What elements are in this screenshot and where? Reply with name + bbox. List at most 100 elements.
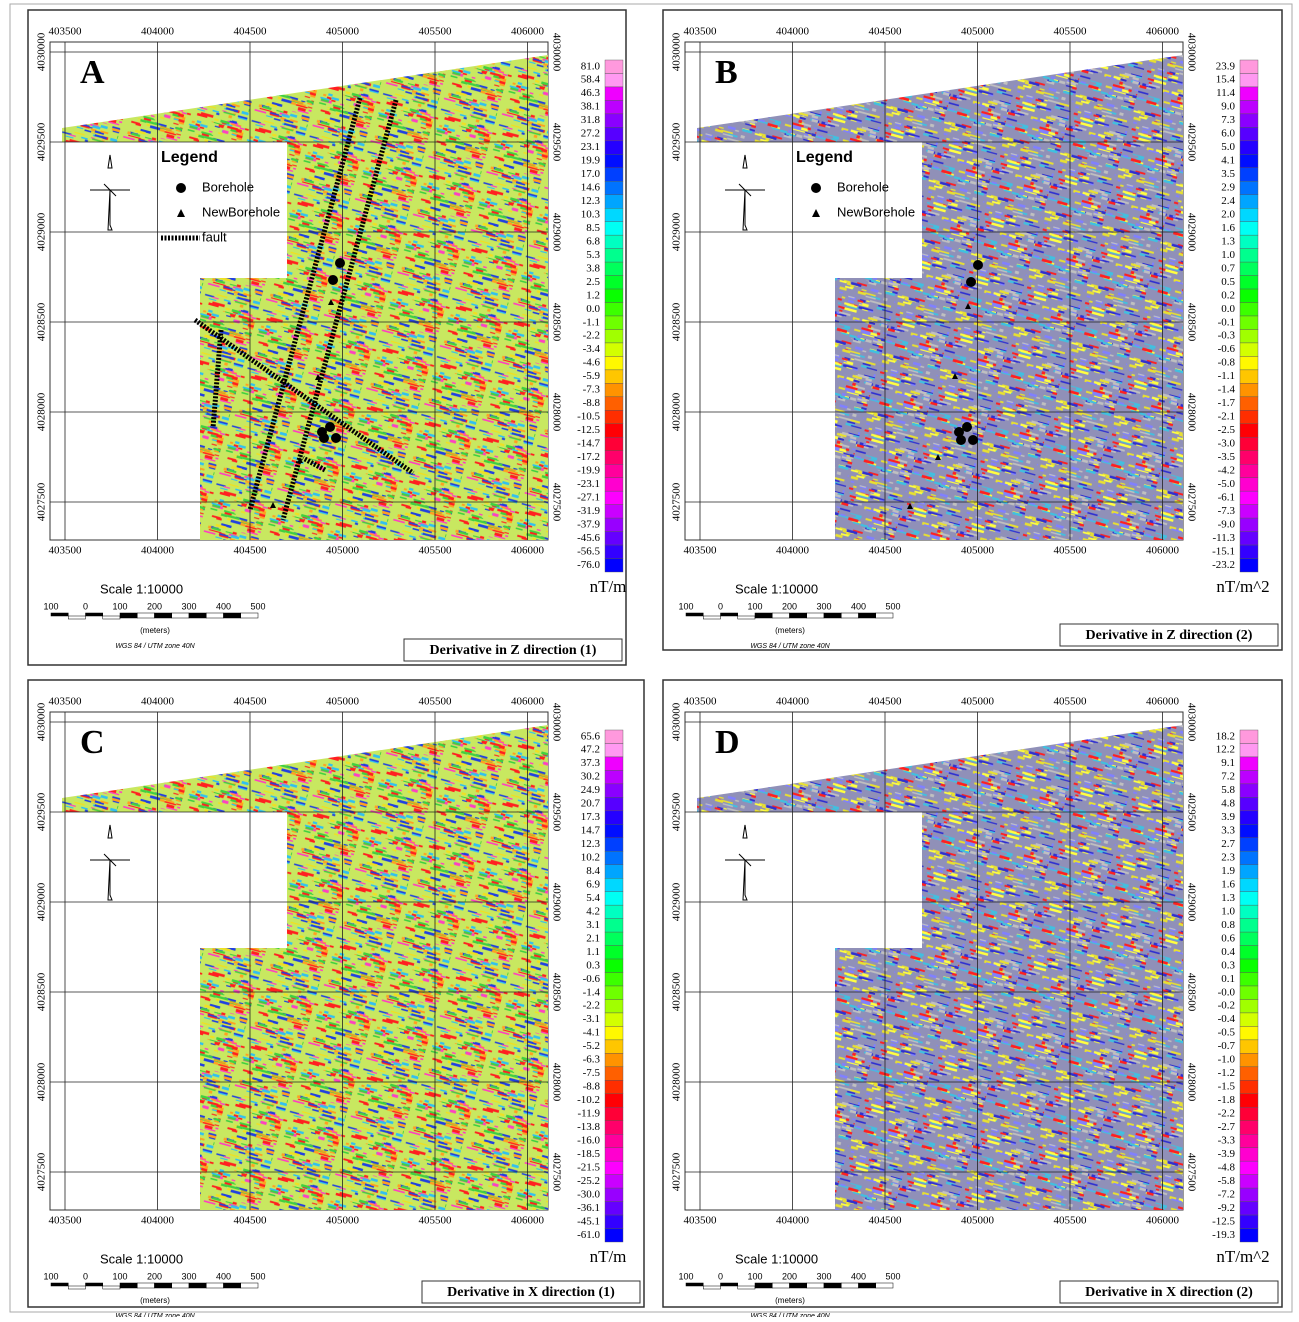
y-tick-label: 4029500 xyxy=(671,792,683,831)
colorbar-swatch xyxy=(1239,1134,1259,1148)
colorbar-swatch xyxy=(604,972,624,987)
colorbar-label: -0.8 xyxy=(1218,357,1236,369)
x-tick-label: 403500 xyxy=(49,696,83,708)
colorbar-label: -19.9 xyxy=(577,464,600,476)
colorbar-label: -0.2 xyxy=(1218,1000,1235,1012)
colorbar-swatch xyxy=(604,1039,624,1054)
colorbar-swatch xyxy=(1239,1053,1259,1068)
scale-label: 500 xyxy=(885,1271,900,1281)
colorbar-label: -1.8 xyxy=(1218,1094,1236,1106)
colorbar-swatch xyxy=(604,369,624,384)
colorbar-label: -0.4 xyxy=(1218,1013,1236,1025)
borehole xyxy=(319,433,329,443)
y-tick-label: 4030000 xyxy=(1185,33,1197,72)
x-tick-label: 404000 xyxy=(776,545,810,557)
panel-label: D xyxy=(715,724,740,761)
panel-label: B xyxy=(715,54,738,91)
x-tick-label: 406000 xyxy=(1146,1215,1180,1227)
scale-bar xyxy=(703,615,721,620)
colorbar-swatch xyxy=(604,1147,624,1162)
colorbar-swatch xyxy=(604,154,624,168)
scale-label: 500 xyxy=(250,601,265,611)
scale-label: 300 xyxy=(816,601,831,611)
colorbar-swatch xyxy=(604,288,624,303)
colorbar-label: 1.6 xyxy=(1221,878,1235,890)
colorbar-swatch xyxy=(1239,531,1259,546)
colorbar-label: 11.4 xyxy=(1216,87,1235,99)
colorbar-swatch xyxy=(1239,437,1259,451)
colorbar-label: -3.0 xyxy=(1218,438,1236,450)
colorbar-swatch xyxy=(1239,221,1259,236)
scale-unit: (meters) xyxy=(140,626,170,635)
colorbar-swatch xyxy=(604,194,624,209)
colorbar-swatch xyxy=(1239,931,1259,946)
borehole xyxy=(966,277,976,287)
colorbar-swatch xyxy=(1239,450,1259,465)
scale-label: 200 xyxy=(147,601,162,611)
colorbar-label: -23.1 xyxy=(577,478,600,490)
y-tick-label: 4028500 xyxy=(36,972,48,1011)
x-tick-label: 403500 xyxy=(684,26,718,38)
y-tick-label: 4029000 xyxy=(36,212,48,251)
survey-area xyxy=(697,55,1183,540)
colorbar-swatch xyxy=(1239,423,1259,438)
x-tick-label: 406000 xyxy=(1146,696,1180,708)
colorbar-swatch xyxy=(604,1026,624,1041)
colorbar-swatch xyxy=(1239,756,1259,771)
colorbar-label: 1.0 xyxy=(1221,905,1235,917)
y-tick-label: 4029000 xyxy=(1185,883,1197,922)
panel: 403500 403500 404000 404000 404500 404500 4050… xyxy=(662,9,1283,651)
colorbar-label: 18.2 xyxy=(1216,730,1235,742)
scale-bar xyxy=(789,612,807,619)
colorbar-label: 2.7 xyxy=(1221,838,1235,850)
colorbar-swatch xyxy=(1239,315,1259,330)
colorbar-swatch xyxy=(604,558,624,573)
x-tick-label: 405500 xyxy=(419,696,453,708)
colorbar-label: -30.0 xyxy=(577,1188,600,1200)
y-tick-label: 4030000 xyxy=(36,32,48,71)
colorbar-label: -31.9 xyxy=(577,505,600,517)
colorbar-swatch xyxy=(1239,208,1259,222)
scale-bar xyxy=(772,1282,790,1289)
x-tick-label: 406000 xyxy=(511,696,545,708)
colorbar-label: -2.5 xyxy=(1218,424,1236,436)
scale-bar xyxy=(858,1282,876,1289)
scale-label: 100 xyxy=(747,1271,762,1281)
projection: WGS 84 / UTM zone 40N xyxy=(115,643,195,650)
title-box xyxy=(1059,623,1279,647)
colorbar-swatch xyxy=(1239,797,1259,812)
y-tick-label: 4028000 xyxy=(1185,393,1197,432)
y-tick-label: 4028000 xyxy=(36,392,48,431)
new-borehole xyxy=(297,457,303,463)
x-tick-label: 405500 xyxy=(419,1215,453,1227)
x-tick-label: 405500 xyxy=(1054,1215,1088,1227)
borehole xyxy=(331,433,341,443)
colorbar-swatch xyxy=(1239,181,1259,195)
colorbar-swatch xyxy=(604,1134,624,1148)
colorbar-swatch xyxy=(1239,904,1259,919)
panel: 403500 403500 404000 404000 404500 404500 4050… xyxy=(27,9,627,666)
colorbar-swatch xyxy=(1239,504,1259,519)
scale-bar xyxy=(223,612,241,619)
colorbar-swatch xyxy=(604,127,624,142)
colorbar-swatch xyxy=(1239,1174,1259,1189)
colorbar-swatch xyxy=(1239,824,1259,838)
scale-bar xyxy=(137,1282,155,1289)
colorbar-swatch xyxy=(604,248,624,263)
colorbar-swatch xyxy=(604,544,624,559)
scale-title: Scale 1:10000 xyxy=(100,581,183,596)
colorbar-swatch xyxy=(604,423,624,438)
colorbar-swatch xyxy=(604,958,624,973)
projection: WGS 84 / UTM zone 40N xyxy=(115,1313,195,1317)
colorbar-label: 38.1 xyxy=(581,101,600,113)
colorbar-swatch xyxy=(604,999,624,1014)
colorbar-label: -5.9 xyxy=(583,370,601,382)
scale-bar xyxy=(875,612,894,619)
colorbar-label: -18.5 xyxy=(577,1148,600,1160)
scale-bar xyxy=(85,1282,103,1287)
x-tick-label: 404000 xyxy=(141,1215,175,1227)
colorbar-swatch xyxy=(1239,86,1259,101)
x-tick-label: 405000 xyxy=(961,545,995,557)
colorbar-swatch xyxy=(604,477,624,492)
x-tick-label: 404500 xyxy=(234,545,268,557)
